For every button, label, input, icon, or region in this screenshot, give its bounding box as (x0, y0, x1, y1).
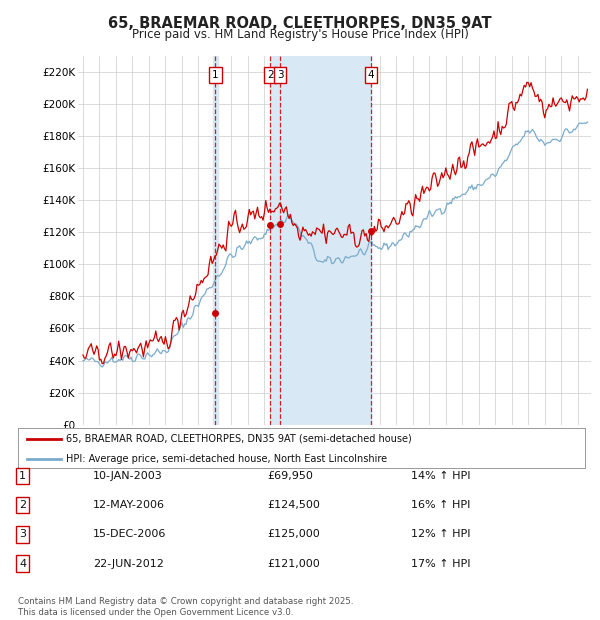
Text: 12% ↑ HPI: 12% ↑ HPI (411, 529, 470, 539)
Text: £125,000: £125,000 (267, 529, 320, 539)
Bar (213, 56, 218, 425)
Text: £121,000: £121,000 (267, 559, 320, 569)
Text: 65, BRAEMAR ROAD, CLEETHORPES, DN35 9AT (semi-detached house): 65, BRAEMAR ROAD, CLEETHORPES, DN35 9AT … (66, 433, 412, 444)
Text: 14% ↑ HPI: 14% ↑ HPI (411, 471, 470, 481)
Text: HPI: Average price, semi-detached house, North East Lincolnshire: HPI: Average price, semi-detached house,… (66, 454, 388, 464)
Text: 17% ↑ HPI: 17% ↑ HPI (411, 559, 470, 569)
Bar (271, 56, 371, 425)
Text: £124,500: £124,500 (267, 500, 320, 510)
Text: Contains HM Land Registry data © Crown copyright and database right 2025.
This d: Contains HM Land Registry data © Crown c… (18, 598, 353, 617)
Text: £69,950: £69,950 (267, 471, 313, 481)
Text: 3: 3 (277, 70, 284, 80)
Text: 12-MAY-2006: 12-MAY-2006 (93, 500, 165, 510)
Text: 65, BRAEMAR ROAD, CLEETHORPES, DN35 9AT: 65, BRAEMAR ROAD, CLEETHORPES, DN35 9AT (108, 16, 492, 30)
Text: 1: 1 (19, 471, 26, 481)
Text: 1: 1 (212, 70, 219, 80)
Text: 3: 3 (19, 529, 26, 539)
Text: 2: 2 (267, 70, 274, 80)
Text: 10-JAN-2003: 10-JAN-2003 (93, 471, 163, 481)
Text: 15-DEC-2006: 15-DEC-2006 (93, 529, 166, 539)
Text: 22-JUN-2012: 22-JUN-2012 (93, 559, 164, 569)
Text: 2: 2 (19, 500, 26, 510)
Text: 16% ↑ HPI: 16% ↑ HPI (411, 500, 470, 510)
Text: Price paid vs. HM Land Registry's House Price Index (HPI): Price paid vs. HM Land Registry's House … (131, 28, 469, 41)
Text: 4: 4 (368, 70, 374, 80)
Text: 4: 4 (19, 559, 26, 569)
